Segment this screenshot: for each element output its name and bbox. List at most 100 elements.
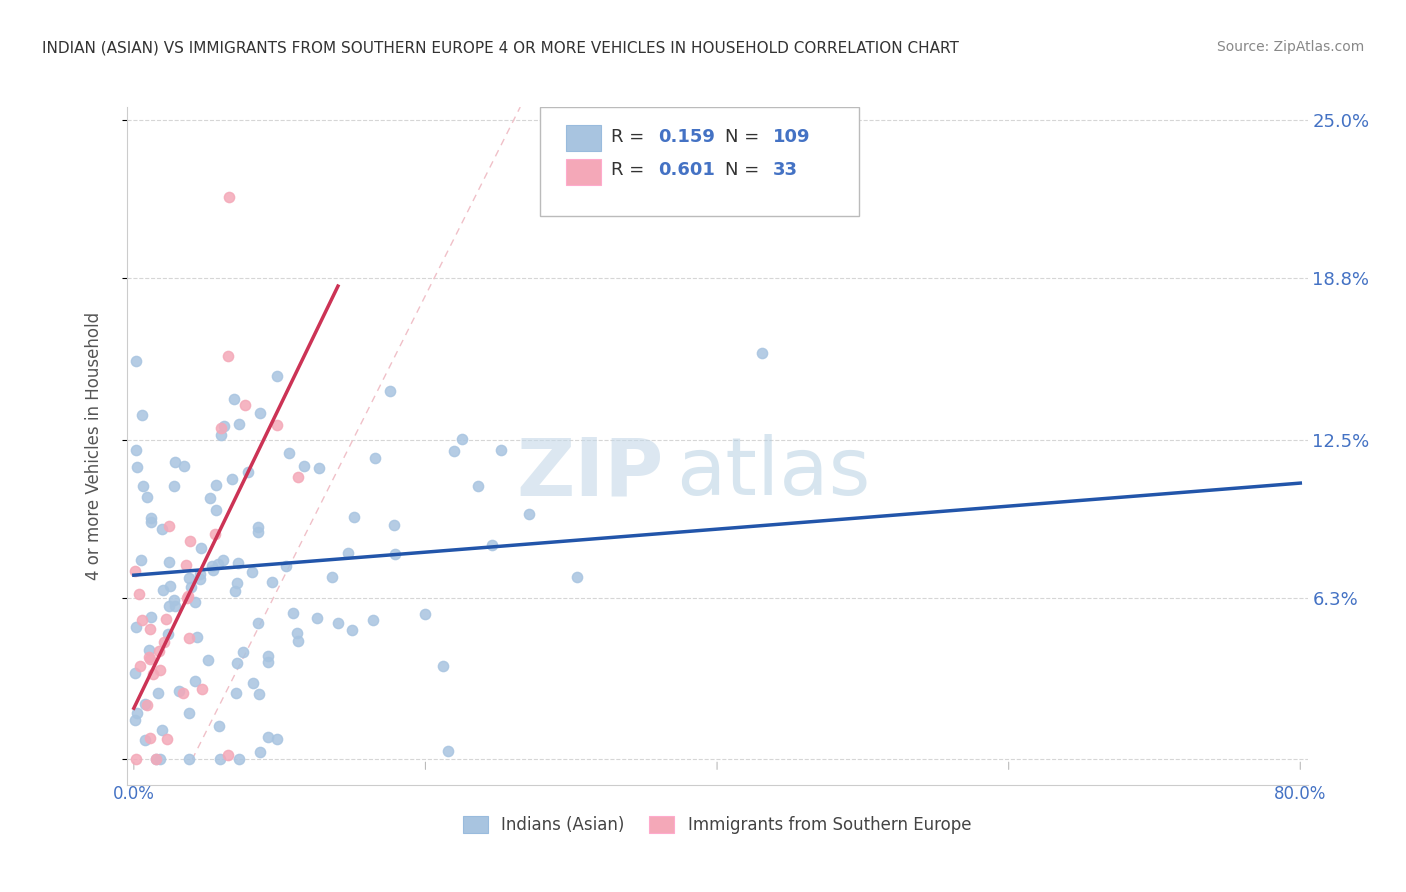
Point <box>179 534 201 549</box>
Point <box>208 752 231 766</box>
Text: 109: 109 <box>772 128 810 146</box>
Point <box>207 557 229 571</box>
Point <box>139 609 162 624</box>
Point <box>125 620 148 634</box>
Point <box>308 460 330 475</box>
Point <box>277 446 299 460</box>
Point <box>197 652 219 666</box>
Point <box>136 698 159 712</box>
Point <box>236 465 259 479</box>
Point <box>125 706 148 721</box>
Point <box>384 547 406 561</box>
Point <box>153 635 176 649</box>
Point <box>287 469 309 483</box>
Point <box>128 587 150 601</box>
Point <box>437 743 460 757</box>
Point <box>124 714 146 728</box>
Text: R =: R = <box>610 128 644 146</box>
Point <box>361 613 384 627</box>
Text: N =: N = <box>725 161 759 179</box>
Point <box>208 718 231 732</box>
Point <box>228 752 250 766</box>
Point <box>135 490 157 504</box>
Point <box>188 566 211 581</box>
Point <box>124 752 146 766</box>
Point <box>266 417 288 432</box>
Point <box>172 686 194 700</box>
Point <box>138 622 160 636</box>
Text: N =: N = <box>725 128 759 146</box>
Text: atlas: atlas <box>676 434 870 512</box>
Point <box>240 565 263 579</box>
Y-axis label: 4 or more Vehicles in Household: 4 or more Vehicles in Household <box>84 312 103 580</box>
Point <box>326 615 349 630</box>
Point <box>224 583 246 598</box>
Point <box>565 570 588 584</box>
Point <box>157 555 180 569</box>
Point <box>198 491 221 505</box>
Text: R =: R = <box>610 161 644 179</box>
Point <box>165 455 187 469</box>
Text: INDIAN (ASIAN) VS IMMIGRANTS FROM SOUTHERN EUROPE 4 OR MORE VEHICLES IN HOUSEHOL: INDIAN (ASIAN) VS IMMIGRANTS FROM SOUTHE… <box>42 40 959 55</box>
Point <box>225 686 247 700</box>
Point <box>183 594 205 608</box>
Point <box>124 665 146 680</box>
Point <box>188 572 211 586</box>
Point <box>163 593 186 607</box>
FancyBboxPatch shape <box>565 126 602 151</box>
Point <box>149 752 172 766</box>
Point <box>218 189 240 203</box>
Point <box>152 523 174 537</box>
Point <box>233 398 256 412</box>
Point <box>148 644 170 658</box>
Point <box>225 656 247 670</box>
Point <box>128 658 150 673</box>
Point <box>249 406 271 420</box>
Point <box>343 509 366 524</box>
Text: Source: ZipAtlas.com: Source: ZipAtlas.com <box>1216 40 1364 54</box>
Point <box>173 459 195 474</box>
Point <box>382 518 405 533</box>
Point <box>217 747 239 762</box>
Point <box>432 659 454 673</box>
Point <box>138 643 160 657</box>
Text: 0.601: 0.601 <box>658 161 714 179</box>
Point <box>146 686 169 700</box>
Point <box>145 752 167 766</box>
Point <box>205 478 228 492</box>
Point <box>228 417 250 431</box>
Point <box>204 526 226 541</box>
Point <box>138 649 160 664</box>
Point <box>180 580 202 594</box>
Text: 0.159: 0.159 <box>658 128 714 146</box>
Point <box>751 346 773 360</box>
Point <box>489 442 512 457</box>
Point <box>156 731 179 746</box>
Point <box>212 419 235 434</box>
Point <box>249 745 271 759</box>
Legend: Indians (Asian), Immigrants from Southern Europe: Indians (Asian), Immigrants from Souther… <box>456 810 979 841</box>
Point <box>226 576 249 591</box>
Point <box>125 443 148 458</box>
Point <box>209 420 232 434</box>
Point <box>134 698 156 712</box>
Point <box>149 663 172 677</box>
Point <box>131 479 153 493</box>
Point <box>152 583 174 598</box>
Point <box>285 626 308 640</box>
Point <box>467 479 489 493</box>
Point <box>256 649 278 664</box>
FancyBboxPatch shape <box>540 107 859 216</box>
Point <box>142 667 165 681</box>
Point <box>378 384 401 398</box>
Point <box>281 606 304 620</box>
Point <box>222 392 245 406</box>
Point <box>179 571 201 585</box>
Point <box>139 515 162 529</box>
Point <box>176 591 198 606</box>
Point <box>131 408 153 422</box>
Point <box>307 611 329 625</box>
Point <box>157 627 180 641</box>
Point <box>150 723 173 737</box>
Point <box>155 612 177 626</box>
